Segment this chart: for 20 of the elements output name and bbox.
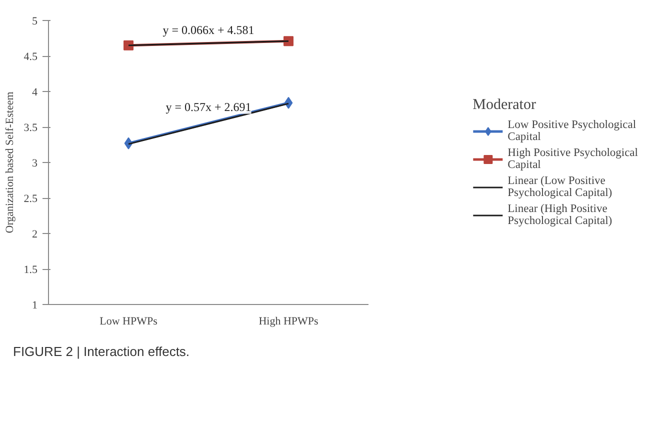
legend-label: Linear (Low Positive Psychological Capital): [508, 175, 612, 199]
legend-label: Linear (High Positive Psychological Capital): [508, 203, 612, 227]
legend-label: Low Positive Psychological Capital: [508, 119, 636, 143]
caption: FIGURE 2 | Interaction effects.: [13, 343, 190, 361]
x-tick-label: Low HPWPs: [100, 316, 158, 328]
y-tick-label: 4.5: [24, 51, 38, 63]
y-tick-label: 5: [32, 16, 38, 28]
y-tick-label: 4: [32, 86, 38, 98]
y-tick-label: 3.5: [24, 122, 38, 134]
legend-title: Moderator: [472, 97, 537, 114]
annotation: y = 0.57x + 2.691: [166, 100, 252, 114]
y-tick-label: 1.5: [24, 264, 38, 276]
y-tick-label: 2.5: [24, 193, 38, 205]
y-tick-label: 3: [32, 158, 38, 170]
y-tick-label: 2: [32, 228, 38, 240]
legend-label: High Positive Psychological Capital: [508, 147, 638, 171]
x-tick-label: High HPWPs: [258, 316, 318, 328]
annotation: y = 0.066x + 4.581: [162, 23, 254, 38]
y-axis-title: Organization based Self-Esteem: [4, 91, 16, 234]
y-tick-label: 1: [32, 300, 38, 312]
